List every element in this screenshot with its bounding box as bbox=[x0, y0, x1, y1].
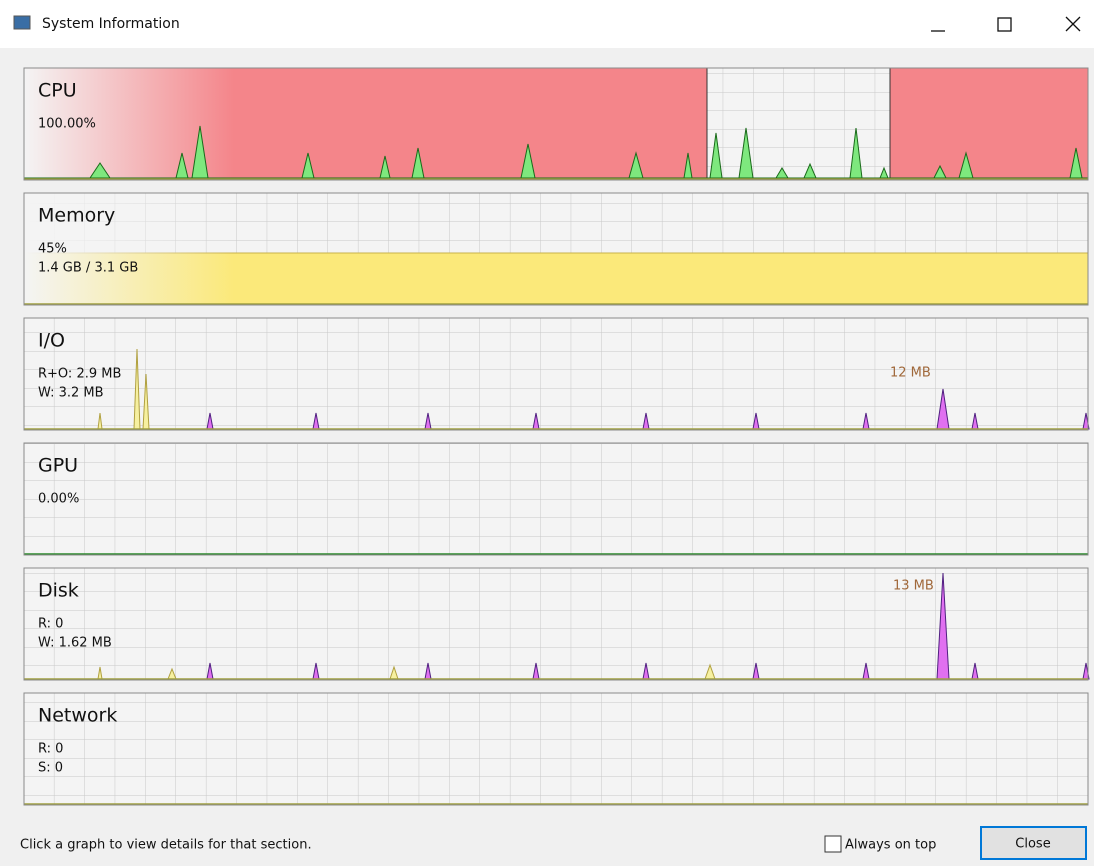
panel-stat: R: 0 bbox=[38, 742, 63, 757]
panel-name: I/O bbox=[38, 330, 65, 352]
panel-stat: W: 1.62 MB bbox=[38, 636, 112, 651]
maximize-button[interactable] bbox=[997, 17, 1012, 32]
panel-stat: S: 0 bbox=[38, 761, 63, 776]
graph-grid bbox=[24, 443, 1088, 555]
always-on-top-checkbox[interactable] bbox=[824, 835, 842, 853]
graph-border bbox=[23, 442, 1089, 556]
app-icon bbox=[13, 15, 31, 30]
graph-grid bbox=[24, 568, 1088, 680]
graph-grid bbox=[24, 318, 1088, 430]
panel-stat: R+O: 2.9 MB bbox=[38, 367, 121, 382]
panel-stat: 45% bbox=[38, 242, 67, 257]
panel-name: GPU bbox=[38, 455, 78, 477]
panel-stat: R: 0 bbox=[38, 617, 63, 632]
peak-label: 12 MB bbox=[890, 366, 931, 381]
panel-stat: 100.00% bbox=[38, 117, 96, 132]
panel-name: CPU bbox=[38, 80, 77, 102]
always-on-top-label[interactable]: Always on top bbox=[845, 838, 936, 853]
graph-panel[interactable]: Memory 45% 1.4 GB / 3.1 GB bbox=[23, 192, 1089, 306]
panel-name: Disk bbox=[38, 580, 79, 602]
cpu-kernel-area bbox=[24, 125, 1088, 179]
graph-border bbox=[23, 567, 1089, 681]
graph-panel[interactable]: Network R: 0 S: 0 bbox=[23, 692, 1089, 806]
peak-label: 13 MB bbox=[893, 579, 934, 594]
close-window-button[interactable] bbox=[1065, 16, 1081, 32]
graph-border bbox=[23, 67, 1089, 181]
panel-name: Memory bbox=[38, 205, 115, 227]
close-button-label[interactable]: Close bbox=[1015, 837, 1050, 852]
graph-border bbox=[23, 317, 1089, 431]
graph-panel[interactable]: GPU 0.00% bbox=[23, 442, 1089, 556]
graph-panel[interactable]: 13 MB Disk R: 0 W: 1.62 MB bbox=[23, 567, 1090, 681]
fade bbox=[24, 193, 234, 305]
panel-stat: W: 3.2 MB bbox=[38, 386, 104, 401]
panel-name: Network bbox=[38, 705, 117, 727]
graph-panel[interactable]: 12 MB I/O R+O: 2.9 MB W: 3.2 MB bbox=[23, 317, 1090, 431]
graph-panel[interactable]: CPU 100.00% bbox=[23, 67, 1089, 181]
graph-grid bbox=[24, 693, 1088, 805]
graph-border bbox=[23, 692, 1089, 806]
panel-stat: 0.00% bbox=[38, 492, 79, 507]
panel-stat: 1.4 GB / 3.1 GB bbox=[38, 261, 138, 276]
footer-hint: Click a graph to view details for that s… bbox=[20, 838, 312, 853]
close-button[interactable] bbox=[980, 826, 1087, 860]
title-bar bbox=[0, 0, 1094, 48]
graph-border bbox=[23, 192, 1089, 306]
window-title: System Information bbox=[42, 16, 180, 32]
